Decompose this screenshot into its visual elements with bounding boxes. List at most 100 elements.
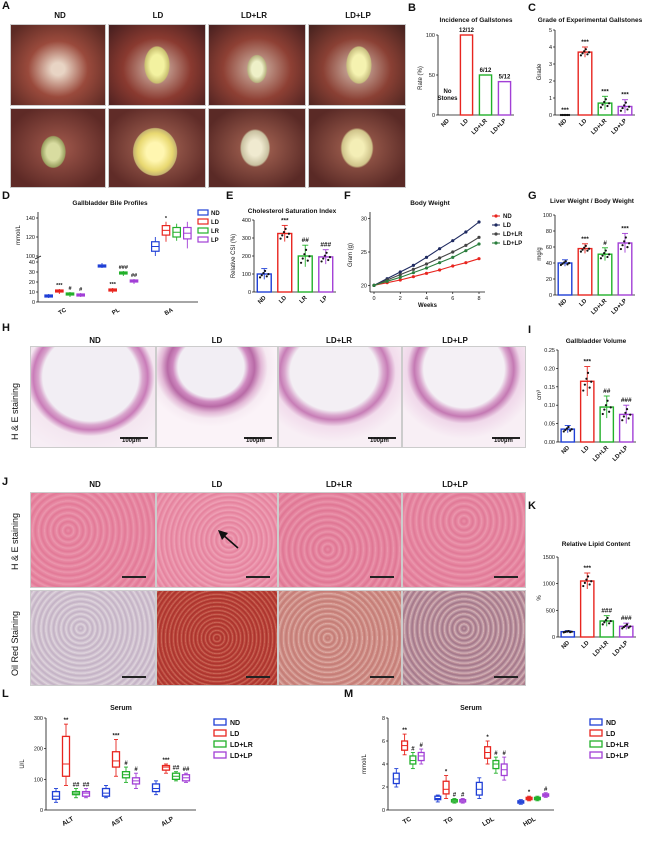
scale-bar-h-nd	[120, 437, 148, 439]
F-point-1-3	[411, 263, 415, 267]
histology-gallbladder-nd	[30, 346, 156, 448]
L-xcat-1: AST	[110, 816, 125, 829]
K-dot-1-4	[588, 583, 591, 586]
K-dot-3-4	[627, 626, 630, 629]
E-dot-3-5	[328, 256, 332, 259]
scale-text-h-nd: 100µm	[122, 438, 141, 444]
M-legend-0: ND	[606, 720, 616, 727]
E-xcat-2: LR	[299, 295, 309, 305]
G-ytick-label-2: 40	[546, 261, 552, 267]
G-xcat-1: LD	[579, 298, 589, 308]
F-legend-3: LD+LP	[503, 241, 522, 247]
I-title: Gallbladder Volume	[566, 338, 627, 345]
K-ytick-label-3: 1500	[543, 555, 555, 561]
E-dot-2-3	[304, 248, 308, 251]
I-ytick-label-5: 0.25	[544, 348, 555, 354]
E-dot-1-0	[279, 237, 282, 240]
D-ytick-label-2: 20	[29, 280, 35, 286]
I-dot-2-3	[606, 399, 609, 402]
F-point-1-2	[398, 270, 402, 274]
I-sig-2: ##	[603, 388, 611, 395]
B-ytick-label-2: 100	[426, 33, 435, 39]
liver-he-nd	[30, 492, 156, 588]
E-bar-1	[277, 232, 293, 293]
E-dot-0-5	[267, 273, 270, 276]
panel-letter-a: A	[2, 0, 10, 12]
F-point-2-2	[398, 273, 402, 277]
K-dot-3-5	[629, 625, 632, 628]
C-dot-0-5	[567, 113, 571, 117]
D-legend-3: LP	[211, 238, 219, 244]
L-ytick-label-0: 0	[40, 808, 43, 814]
L-legend-swatch-0	[213, 718, 227, 726]
D-xcat-1: PL	[111, 307, 121, 316]
K-dot-3-1	[622, 625, 625, 629]
gallbladder-photo-lp-bottom	[308, 108, 406, 188]
M-sig-0-0: **	[402, 728, 407, 734]
B-barlabel-3: 5/12	[499, 75, 511, 81]
C-xcat-1: LD	[579, 118, 589, 128]
G-dot-2-5	[607, 253, 611, 256]
histo-h-header-nd: ND	[89, 336, 101, 345]
C-dot-3-0	[619, 109, 623, 112]
G-dot-1-3	[584, 244, 587, 247]
M-box-0-3	[417, 751, 425, 762]
I-dot-1-5	[590, 380, 593, 383]
L-sig-0-1: ##	[73, 783, 80, 789]
E-dot-1-5	[287, 232, 291, 235]
K-dot-2-3	[606, 616, 609, 620]
C-dot-0-4	[566, 113, 569, 117]
G-ytick-label-5: 100	[543, 213, 552, 219]
L-sig-1-0: ***	[112, 733, 120, 739]
K-dot-0-5	[570, 630, 573, 633]
B-nostones-1: No	[444, 89, 452, 95]
C-dot-1-4	[586, 53, 589, 56]
F-xlabel: Weeks	[418, 303, 438, 309]
F-point-1-5	[438, 247, 442, 251]
I-dot-3-3	[625, 408, 629, 411]
G-dot-3-0	[619, 247, 623, 251]
G-dot-3-2	[623, 240, 626, 243]
F-legend-0: ND	[503, 214, 512, 220]
C-dot-0-1	[561, 113, 564, 117]
M-ylabel: mmol/L	[362, 754, 368, 774]
D-xcat-0: TC	[58, 307, 69, 317]
C-sig-1: ***	[581, 39, 589, 46]
scale-bar-j7	[370, 676, 394, 678]
I-dot-1-0	[582, 389, 585, 392]
F-point-3-6	[451, 255, 455, 259]
scale-bar-j2	[246, 576, 270, 578]
M-legend-swatch-3	[589, 751, 603, 759]
M-sig-1-0: *	[445, 770, 448, 776]
M-xcat-0: TC	[402, 816, 413, 827]
M-legend-1: LD	[606, 731, 615, 738]
K-dot-3-0	[621, 627, 624, 630]
C-dot-3-4	[626, 108, 629, 111]
E-dot-2-5	[308, 255, 311, 258]
E-dot-2-2	[303, 253, 306, 256]
M-ytick-label-2: 4	[382, 762, 385, 768]
M-box-2-0	[475, 781, 483, 796]
I-dot-2-2	[604, 404, 608, 407]
M-sig-2-1: #	[494, 751, 498, 757]
G-dot-3-1	[621, 244, 624, 247]
B-barlabel-1: 12/12	[459, 28, 475, 34]
F-point-0-7	[464, 261, 468, 265]
photo-a-header-ld: LD	[152, 11, 164, 20]
I-ytick-label-1: 0.05	[544, 422, 555, 428]
scale-bar-j1	[122, 576, 146, 578]
L-box-1-0	[101, 787, 111, 797]
F-xtick-label-3: 6	[451, 296, 454, 302]
D-ytick-label-4: 40	[29, 260, 35, 266]
G-xcat-0: ND	[558, 298, 569, 309]
F-point-2-3	[411, 267, 415, 271]
G-ylabel: mg/g	[537, 247, 543, 260]
G-ytick-label-4: 80	[546, 229, 552, 235]
E-dot-2-4	[306, 259, 309, 262]
E-dot-3-0	[320, 260, 323, 263]
M-sig-2-2: #	[503, 751, 507, 757]
L-box-2-1	[161, 764, 171, 771]
I-dot-0-3	[567, 425, 570, 429]
G-dot-3-3	[624, 236, 627, 239]
E-ytick-label-1: 100	[242, 272, 251, 278]
